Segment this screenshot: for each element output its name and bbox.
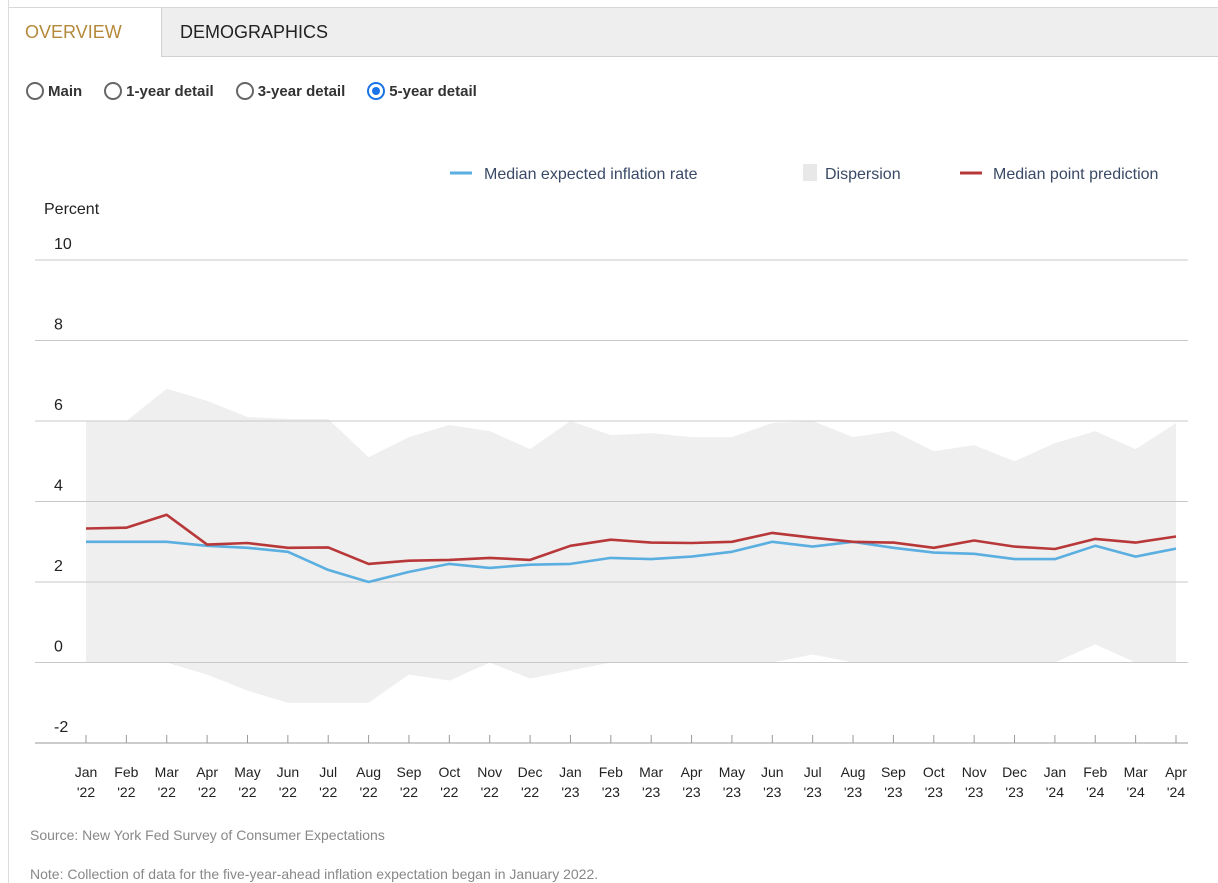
y-tick-label: 6 (54, 397, 63, 414)
y-tick-label: 2 (54, 558, 63, 575)
y-tick-label: -2 (54, 719, 68, 736)
source-note: Source: New York Fed Survey of Consumer … (30, 827, 385, 843)
x-tick-label-month: May (234, 764, 260, 780)
x-tick-label-month: Jul (319, 764, 337, 780)
x-tick-label-month: Nov (962, 764, 987, 780)
radio-1-year-detail[interactable]: 1-year detail (104, 82, 214, 100)
x-tick-label-year: '22 (77, 784, 95, 800)
x-tick-label-year: '22 (481, 784, 499, 800)
y-axis-title: Percent (44, 201, 100, 218)
radio-circle-icon[interactable] (104, 82, 123, 100)
x-tick-label-year: '22 (158, 784, 176, 800)
y-tick-label: 4 (54, 478, 63, 495)
x-tick-label-year: '23 (682, 784, 700, 800)
x-tick-label-month: Dec (518, 764, 543, 780)
x-tick-label-year: '24 (1167, 784, 1185, 800)
tab-overview[interactable]: OVERVIEW (9, 8, 162, 57)
x-tick-label-month: Oct (438, 764, 460, 780)
x-tick-label-month: Dec (1002, 764, 1027, 780)
y-tick-label: 8 (54, 317, 63, 334)
radio-circle-icon[interactable] (26, 82, 44, 100)
tab-bar: OVERVIEW DEMOGRAPHICS (9, 7, 1218, 57)
x-tick-label-month: Apr (1165, 764, 1187, 780)
x-tick-label-month: Sep (881, 764, 906, 780)
x-tick-label-month: Mar (155, 764, 179, 780)
x-tick-label-year: '23 (602, 784, 620, 800)
x-tick-label-year: '22 (238, 784, 256, 800)
chart-panel: OVERVIEW DEMOGRAPHICS (8, 0, 1218, 883)
x-tick-label-month: Jan (559, 764, 582, 780)
radio-5-year-label: 5-year detail (389, 82, 477, 100)
x-tick-label-year: '22 (279, 784, 297, 800)
radio-circle-icon[interactable] (235, 82, 254, 100)
x-tick-label-month: Jan (75, 764, 98, 780)
y-tick-label: 0 (54, 639, 63, 656)
x-tick-label-year: '22 (400, 784, 418, 800)
series-line-median-expected (86, 540, 1177, 584)
x-tick-label-month: Apr (681, 764, 703, 780)
x-tick-label-year: '22 (359, 784, 377, 800)
x-tick-label-month: Nov (477, 764, 502, 780)
x-tick-label-year: '22 (198, 784, 216, 800)
series-line-point-prediction (85, 513, 1177, 566)
x-tick-label-month: May (719, 764, 745, 780)
x-tick-label-year: '23 (561, 784, 579, 800)
radio-main[interactable]: Main (26, 82, 82, 100)
x-tick-label-year: '22 (117, 784, 135, 800)
dispersion-band (86, 388, 1176, 703)
x-tick-label-year: '23 (884, 784, 902, 800)
x-tick-label-month: Feb (114, 764, 138, 780)
x-tick-label-month: Jul (804, 764, 822, 780)
x-tick-label-month: Aug (841, 764, 866, 780)
legend-label-median-expected[interactable]: Median expected inflation rate (484, 166, 698, 183)
x-tick-label-month: Oct (923, 764, 945, 780)
x-tick-label-year: '23 (763, 784, 781, 800)
legend-swatch-dispersion[interactable] (803, 164, 817, 181)
x-tick-label-year: '23 (723, 784, 741, 800)
inflation-expectations-chart: -2 0 2 4 6 8 10 Jan '22 Feb '22 Mar '22 Apr '22 May '22… (35, 164, 1188, 800)
x-tick-label-month: Jun (277, 764, 300, 780)
radio-1-year-label: 1-year detail (126, 82, 214, 100)
radio-main-label: Main (48, 82, 83, 100)
x-tick-label-year: '22 (440, 784, 458, 800)
x-tick-label-year: '23 (804, 784, 822, 800)
x-tick-label-month: Apr (196, 764, 218, 780)
radio-3-year-label: 3-year detail (257, 82, 346, 100)
x-tick-label-year: '24 (1046, 784, 1064, 800)
x-tick-label-month: Jan (1044, 764, 1067, 780)
x-tick-label-month: Feb (1083, 764, 1107, 780)
legend-label-point-prediction[interactable]: Median point prediction (993, 166, 1158, 183)
x-tick-label-year: '24 (1086, 784, 1104, 800)
radio-5-year-detail[interactable]: 5-year detail (367, 82, 477, 100)
tab-demographics[interactable]: DEMOGRAPHICS (180, 22, 329, 42)
x-tick-label-month: Feb (599, 764, 623, 780)
x-tick-label-month: Sep (397, 764, 422, 780)
legend: Median expected inflation rate Dispersio… (450, 164, 1158, 183)
x-tick-label-year: '23 (1005, 784, 1023, 800)
x-tick-label-year: '23 (642, 784, 660, 800)
x-tick-label-month: Jun (761, 764, 784, 780)
x-tick-label-year: '23 (965, 784, 983, 800)
x-tick-label-year: '22 (319, 784, 337, 800)
x-tick-label-year: '23 (925, 784, 943, 800)
x-tick-label-month: Mar (639, 764, 663, 780)
x-tick-label-year: '24 (1127, 784, 1145, 800)
x-tick-label-month: Aug (356, 764, 381, 780)
x-tick-label-year: '23 (844, 784, 862, 800)
radio-3-year-detail[interactable]: 3-year detail (235, 82, 346, 100)
view-selector: Main 1-year detail 3-year detail 5-year … (26, 80, 499, 102)
y-tick-label: 10 (54, 236, 72, 253)
radio-circle-selected-icon[interactable] (367, 82, 386, 100)
x-tick-label-year: '22 (521, 784, 539, 800)
x-tick-label-month: Mar (1124, 764, 1148, 780)
legend-label-dispersion[interactable]: Dispersion (825, 166, 901, 183)
footnote: Note: Collection of data for the five-ye… (30, 866, 599, 882)
